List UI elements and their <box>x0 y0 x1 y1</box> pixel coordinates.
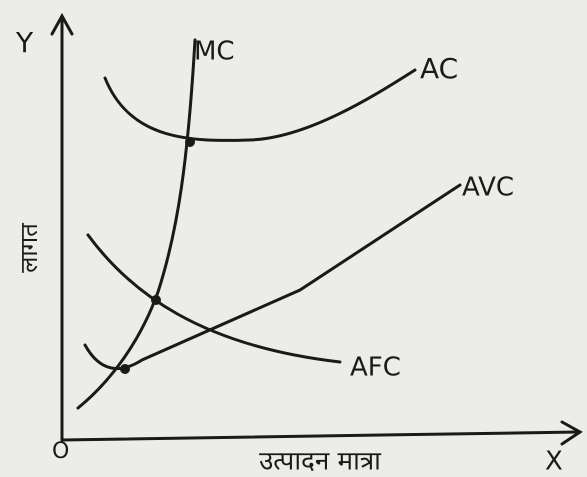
y-arrow <box>50 12 74 36</box>
avc-label: AVC <box>462 173 514 203</box>
ac-curve <box>103 68 417 142</box>
intersection-point <box>185 137 195 147</box>
x-symbol: X <box>545 447 563 477</box>
x-axis-label: उत्पादन मात्रा <box>259 447 382 477</box>
mc-label: MC <box>194 37 235 67</box>
afc-curve <box>86 233 342 364</box>
y-symbol: Y <box>15 26 34 59</box>
afc-label: AFC <box>350 353 401 383</box>
x-arrow <box>560 420 583 446</box>
ac-label: AC <box>420 52 458 85</box>
intersection-point <box>120 364 130 374</box>
intersection-point <box>151 295 161 305</box>
x-axis <box>60 430 580 442</box>
y-axis-label: लागत <box>15 222 43 273</box>
mc-curve <box>76 38 197 410</box>
avc-curve <box>83 183 462 370</box>
origin-label: O <box>52 439 69 464</box>
